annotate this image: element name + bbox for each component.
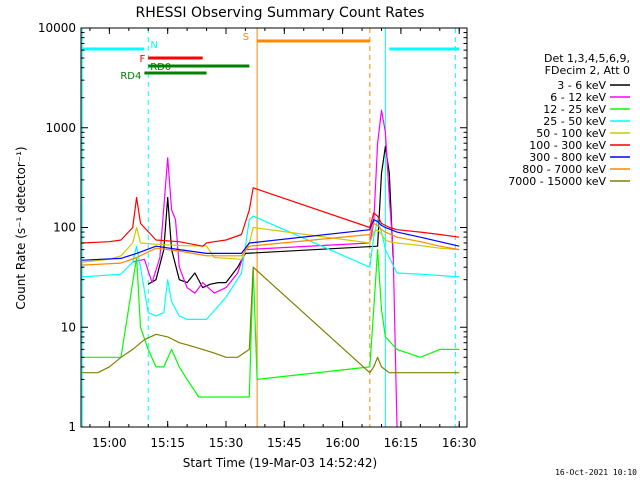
chart-title: RHESSI Observing Summary Count Rates [136, 5, 425, 21]
series-line-2 [82, 249, 460, 398]
legend-header-1: FDecim 2, Att 0 [545, 64, 630, 77]
legend: Det 1,3,4,5,6,9,FDecim 2, Att 0 3 - 6 keV… [508, 52, 630, 188]
x-tick-label-5: 16:15 [384, 436, 419, 450]
annotation-label-s: S [243, 32, 249, 43]
series-line-1 [132, 109, 398, 428]
series-line-5 [82, 187, 460, 247]
legend-label-7: 800 - 7000 keV [522, 163, 606, 176]
y-axis-label: Count Rate (s⁻¹ detector⁻¹) [14, 146, 28, 309]
x-tick-label-0: 15:00 [92, 436, 127, 450]
footer-timestamp: 16-Oct-2021 10:10 [555, 468, 637, 477]
annotation-label-rd0: RD0 [150, 62, 171, 73]
plot-area: N S F RD0 RD4 [81, 28, 460, 428]
series-line-6 [82, 219, 460, 261]
legend-label-3: 25 - 50 keV [543, 115, 606, 128]
legend-label-6: 300 - 800 keV [529, 151, 606, 164]
legend-label-0: 3 - 6 keV [557, 79, 606, 92]
annotation-label-f: F [139, 54, 145, 65]
legend-header-0: Det 1,3,4,5,6,9, [544, 52, 630, 65]
y-tick-label-1: 10 [61, 320, 76, 334]
x-tick-label-2: 15:30 [209, 436, 244, 450]
x-tick-label-3: 15:45 [267, 436, 302, 450]
legend-label-1: 6 - 12 keV [550, 91, 606, 104]
x-tick-label-6: 16:30 [442, 436, 477, 450]
legend-label-5: 100 - 300 keV [529, 139, 606, 152]
x-tick-label-4: 16:00 [325, 436, 360, 450]
annotation-label-rd4: RD4 [120, 71, 141, 82]
series-line-0 [147, 145, 394, 289]
legend-label-4: 50 - 100 keV [536, 127, 606, 140]
legend-label-8: 7000 - 15000 keV [508, 175, 606, 188]
series-line-7 [82, 222, 460, 266]
series-line-8 [82, 266, 460, 374]
axes: 15:00 15:15 15:30 15:45 16:00 16:15 16:30 1 10 10… [38, 21, 477, 450]
y-tick-label-3: 1000 [45, 121, 76, 135]
legend-label-2: 12 - 25 keV [543, 103, 606, 116]
y-tick-label-0: 1 [68, 420, 76, 434]
plot-frame [80, 27, 468, 428]
annotation-label-n: N [150, 40, 157, 51]
series-line-3 [82, 215, 460, 320]
y-tick-label-2: 100 [53, 221, 76, 235]
y-tick-label-4: 10000 [38, 21, 76, 35]
x-axis-label: Start Time (19-Mar-03 14:52:42) [183, 456, 377, 470]
x-tick-label-1: 15:15 [150, 436, 185, 450]
